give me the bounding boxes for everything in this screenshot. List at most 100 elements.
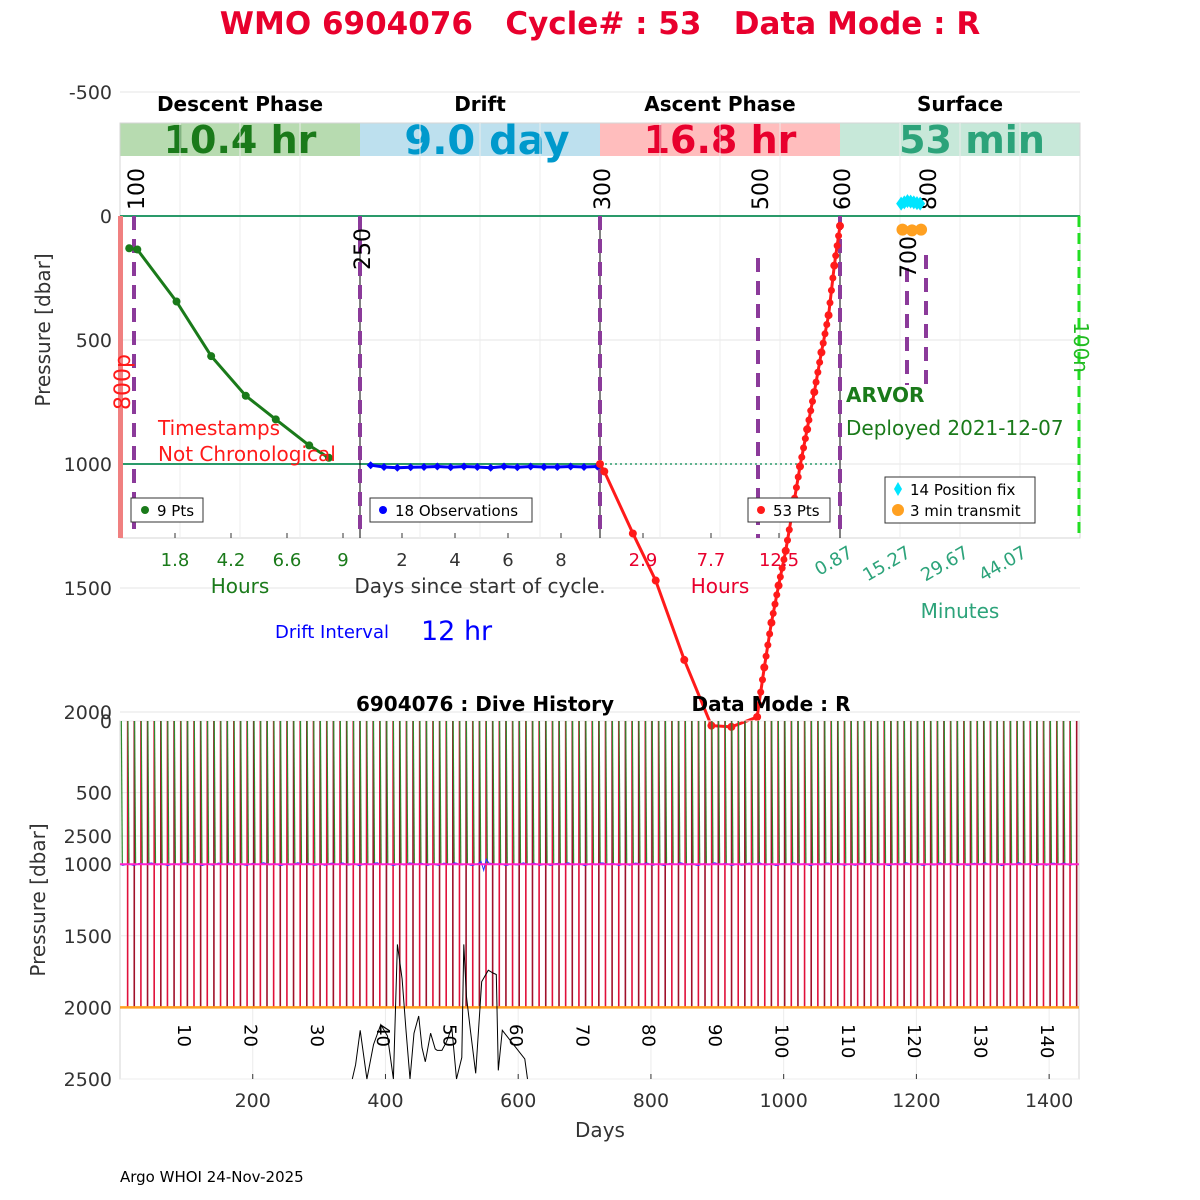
ascent-point [821,330,829,338]
history-descent-line [233,720,236,865]
history-descent-line [1063,720,1066,865]
ascent-point [781,546,790,555]
history-descent-line [246,720,250,865]
drift-point [553,462,562,471]
history-descent-line [844,720,847,865]
history-descent-line [751,720,754,865]
history-descent-line [339,720,342,865]
history-descent-line [538,720,542,865]
surface-x-label: Minutes [921,599,1000,623]
descent-x-label: Hours [211,574,270,598]
ascent-point [798,453,806,461]
history-descent-line [897,720,900,865]
ascent-point [824,311,833,320]
descent-point [172,297,181,306]
ascent-point [792,484,800,492]
figure-title: WMO 6904076 Cycle# : 53 Data Mode : R [220,6,981,42]
history-descent-line [691,720,694,865]
history-descent-line [737,720,741,865]
legend-transmit-text: 3 min transmit [910,502,1021,520]
history-descent-line [445,720,449,865]
ascent-point [762,652,770,660]
top-y-axis: -500 0 500 1000 1500 2000 2500 [64,82,112,848]
drift-point [513,463,522,472]
ascent-point [827,286,835,294]
ascent-point [784,536,791,544]
ascent-point [819,339,827,347]
drift-point [380,462,388,471]
ascent-point [759,676,766,684]
ascent-point [774,581,783,590]
history-x-tick-label: 400 [367,1090,403,1112]
history-descent-line [485,720,488,865]
transmit-point [906,224,918,237]
history-axes: 0 500 1000 1500 2000 2500 200 400 600 800 1000 1200… [64,711,1074,1112]
drift-point [566,462,575,471]
history-x-label: Days [575,1118,625,1142]
history-descent-line [598,720,601,865]
history-descent-line [220,720,223,865]
history-cycle-label: 30 [306,1024,327,1047]
history-descent-line [731,720,734,865]
history-descent-line [412,720,415,865]
marker-label-600: 600 [831,168,856,210]
history-cycle-label: 60 [505,1024,526,1047]
legend-descent: 9 Pts [130,497,204,523]
history-cycle-label: 80 [638,1024,659,1047]
ascent-point [766,630,774,638]
top-y-tick-label: 2000 [64,702,112,724]
ascent-point [596,460,604,468]
descent-point [305,441,314,450]
ascent-point [836,221,844,230]
history-descent-line [724,720,727,865]
history-descent-line [479,720,482,865]
history-descent-line [671,720,674,865]
timestamps-line-2: Not Chronological [158,442,336,466]
ascent-point [805,416,813,424]
drift-interval-label: Drift Interval [275,622,389,643]
history-descent-line [306,720,309,865]
ascent-point [760,663,769,672]
ascent-point [785,526,793,534]
ascent-point [769,609,777,617]
history-descent-line [937,720,940,865]
history-descent-line [810,720,814,865]
ascent-point [778,564,786,572]
top-y-tick-label: 0 [100,206,112,228]
top-y-tick-label: 1500 [64,578,112,600]
top-x-tick-label: 2.9 [629,550,658,571]
history-descent-line [372,720,376,865]
history-descent-line [784,720,787,865]
history-descent-line [877,720,880,865]
ascent-point [816,358,824,366]
legend-descent-marker [141,506,149,514]
history-descent-line [976,720,980,865]
ascent-point [832,252,840,260]
ascent-point [826,299,834,307]
ascent-point [773,591,781,599]
drift-point [540,462,548,471]
ascent-point [800,444,808,452]
ascent-point [835,232,843,240]
top-x-tick-label: 8 [555,550,566,571]
history-title: 6904076 : Dive History [356,692,614,716]
history-descent-line [552,720,555,865]
history-descent-line [127,720,130,865]
history-descent-line [505,720,508,865]
drift-point [366,461,375,470]
history-descent-line [379,720,382,865]
deployed-date: Deployed 2021-12-07 [846,416,1064,440]
history-cycle-label: 100 [770,1024,791,1058]
history-descent-line [226,720,230,865]
marker-label-100: 100 [125,168,150,210]
history-descent-line [353,720,356,865]
top-x-tick-label: 6 [502,550,513,571]
top-x-tick-label: 6.6 [273,550,302,571]
history-descent-line [718,720,721,865]
history-y-tick-label: 500 [76,783,112,805]
history-cycle-label: 140 [1036,1024,1057,1058]
history-descent-line [1036,720,1039,865]
legend-position-fix-text: 14 Position fix [910,481,1015,499]
history-descent-line [890,720,893,865]
drift-duration: 9.0 day [404,118,569,164]
